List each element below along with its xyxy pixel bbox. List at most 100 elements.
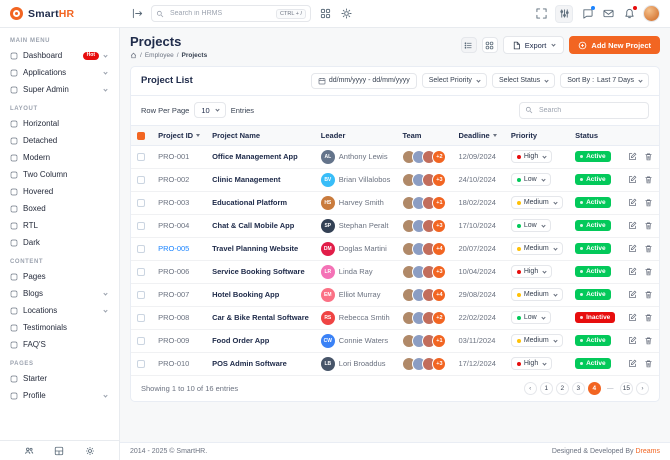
delete-icon[interactable]: [644, 359, 653, 368]
edit-icon[interactable]: [628, 313, 637, 322]
sort-by-filter[interactable]: Sort By : Last 7 Days: [560, 73, 649, 89]
priority-select[interactable]: Low: [510, 173, 551, 187]
delete-icon[interactable]: [644, 221, 653, 230]
delete-icon[interactable]: [644, 198, 653, 207]
users-icon[interactable]: [24, 446, 34, 456]
user-avatar[interactable]: [643, 5, 660, 22]
page-button[interactable]: 4: [587, 381, 601, 395]
status-filter[interactable]: Select Status: [491, 73, 556, 89]
edit-icon[interactable]: [628, 244, 637, 253]
sidebar-menu-item[interactable]: Testimonials: [0, 319, 119, 336]
project-name[interactable]: Travel Planning Website: [212, 244, 299, 254]
priority-select[interactable]: Medium: [510, 334, 563, 348]
page-button[interactable]: 1: [539, 381, 553, 395]
table-search[interactable]: [519, 101, 649, 119]
sidebar-menu-item[interactable]: Blogs: [0, 285, 119, 302]
list-view-button[interactable]: [460, 37, 477, 53]
global-search[interactable]: CTRL + /: [151, 5, 311, 22]
sidebar-menu-item[interactable]: Boxed: [0, 200, 119, 217]
page-button[interactable]: ›: [636, 381, 649, 395]
date-range-filter[interactable]: dd/mm/yyyy - dd/mm/yyyy: [310, 72, 417, 89]
priority-select[interactable]: Medium: [510, 288, 563, 302]
sidebar-toggle-icon[interactable]: [130, 7, 144, 21]
sidebar-menu-item[interactable]: Applications: [0, 64, 119, 81]
sidebar-menu-item[interactable]: Hovered: [0, 183, 119, 200]
themes-icon[interactable]: [54, 446, 64, 456]
project-id[interactable]: PRO-008: [158, 313, 190, 323]
sidebar-menu-item[interactable]: Modern: [0, 149, 119, 166]
sidebar-menu-item[interactable]: Locations: [0, 302, 119, 319]
delete-icon[interactable]: [644, 152, 653, 161]
settings-gear-icon[interactable]: [85, 446, 95, 456]
row-checkbox[interactable]: [137, 291, 145, 300]
add-new-project-button[interactable]: Add New Project: [569, 36, 660, 54]
global-search-input[interactable]: [168, 9, 273, 18]
project-id[interactable]: PRO-002: [158, 175, 190, 185]
project-id[interactable]: PRO-006: [158, 267, 190, 277]
apps-grid-icon[interactable]: [318, 7, 332, 21]
sidebar-menu-item[interactable]: Detached: [0, 132, 119, 149]
page-button[interactable]: 15: [619, 381, 633, 395]
delete-icon[interactable]: [644, 175, 653, 184]
project-name[interactable]: Service Booking Software: [212, 267, 305, 277]
row-checkbox[interactable]: [137, 199, 145, 208]
project-name[interactable]: Clinic Management: [212, 175, 281, 185]
project-name[interactable]: Food Order App: [212, 336, 270, 346]
project-name[interactable]: Chat & Call Mobile App: [212, 221, 295, 231]
edit-icon[interactable]: [628, 267, 637, 276]
project-id[interactable]: PRO-010: [158, 359, 190, 369]
select-all-checkbox[interactable]: [137, 131, 145, 140]
sidebar-menu-item[interactable]: Pages: [0, 268, 119, 285]
edit-icon[interactable]: [628, 336, 637, 345]
mail-icon[interactable]: [601, 7, 615, 21]
edit-icon[interactable]: [628, 221, 637, 230]
edit-icon[interactable]: [628, 198, 637, 207]
delete-icon[interactable]: [644, 336, 653, 345]
project-id[interactable]: PRO-005: [158, 244, 190, 254]
sidebar-menu-item[interactable]: Starter: [0, 370, 119, 387]
priority-select[interactable]: Low: [510, 219, 551, 233]
sidebar-menu-item[interactable]: Two Column: [0, 166, 119, 183]
edit-icon[interactable]: [628, 359, 637, 368]
priority-filter[interactable]: Select Priority: [421, 73, 487, 89]
edit-icon[interactable]: [628, 290, 637, 299]
row-checkbox[interactable]: [137, 153, 145, 162]
sidebar-menu-item[interactable]: Profile: [0, 387, 119, 404]
delete-icon[interactable]: [644, 290, 653, 299]
export-button[interactable]: Export: [502, 36, 565, 54]
grid-view-button[interactable]: [481, 37, 498, 53]
logo[interactable]: SmartHR: [0, 7, 120, 20]
row-checkbox[interactable]: [137, 337, 145, 346]
row-checkbox[interactable]: [137, 222, 145, 231]
sidebar-menu-item[interactable]: RTL: [0, 217, 119, 234]
row-checkbox[interactable]: [137, 360, 145, 369]
breadcrumb-employee[interactable]: Employee: [144, 51, 174, 59]
row-checkbox[interactable]: [137, 268, 145, 277]
project-name[interactable]: Hotel Booking App: [212, 290, 280, 300]
fullscreen-icon[interactable]: [534, 7, 548, 21]
kanban-toggle-icon[interactable]: [555, 4, 573, 23]
priority-select[interactable]: High: [510, 357, 553, 371]
sidebar-menu-item[interactable]: FAQ'S: [0, 336, 119, 353]
delete-icon[interactable]: [644, 267, 653, 276]
priority-select[interactable]: High: [510, 265, 553, 279]
sidebar-menu-item[interactable]: Dark: [0, 234, 119, 251]
project-id[interactable]: PRO-001: [158, 152, 190, 162]
row-checkbox[interactable]: [137, 176, 145, 185]
page-button[interactable]: —: [607, 384, 614, 392]
project-id[interactable]: PRO-004: [158, 221, 190, 231]
page-button[interactable]: 3: [571, 381, 585, 395]
dreams-link[interactable]: Dreams: [635, 448, 660, 455]
project-name[interactable]: Educational Platform: [212, 198, 288, 208]
sidebar-menu-item[interactable]: Dashboard Hot: [0, 47, 119, 64]
edit-icon[interactable]: [628, 152, 637, 161]
edit-icon[interactable]: [628, 175, 637, 184]
delete-icon[interactable]: [644, 313, 653, 322]
project-id[interactable]: PRO-007: [158, 290, 190, 300]
bell-icon[interactable]: [622, 5, 637, 21]
page-button[interactable]: ‹: [523, 381, 537, 395]
chat-icon[interactable]: [580, 5, 595, 21]
row-per-page-select[interactable]: 10: [194, 102, 226, 119]
sidebar-menu-item[interactable]: Super Admin: [0, 81, 119, 98]
project-id[interactable]: PRO-003: [158, 198, 190, 208]
